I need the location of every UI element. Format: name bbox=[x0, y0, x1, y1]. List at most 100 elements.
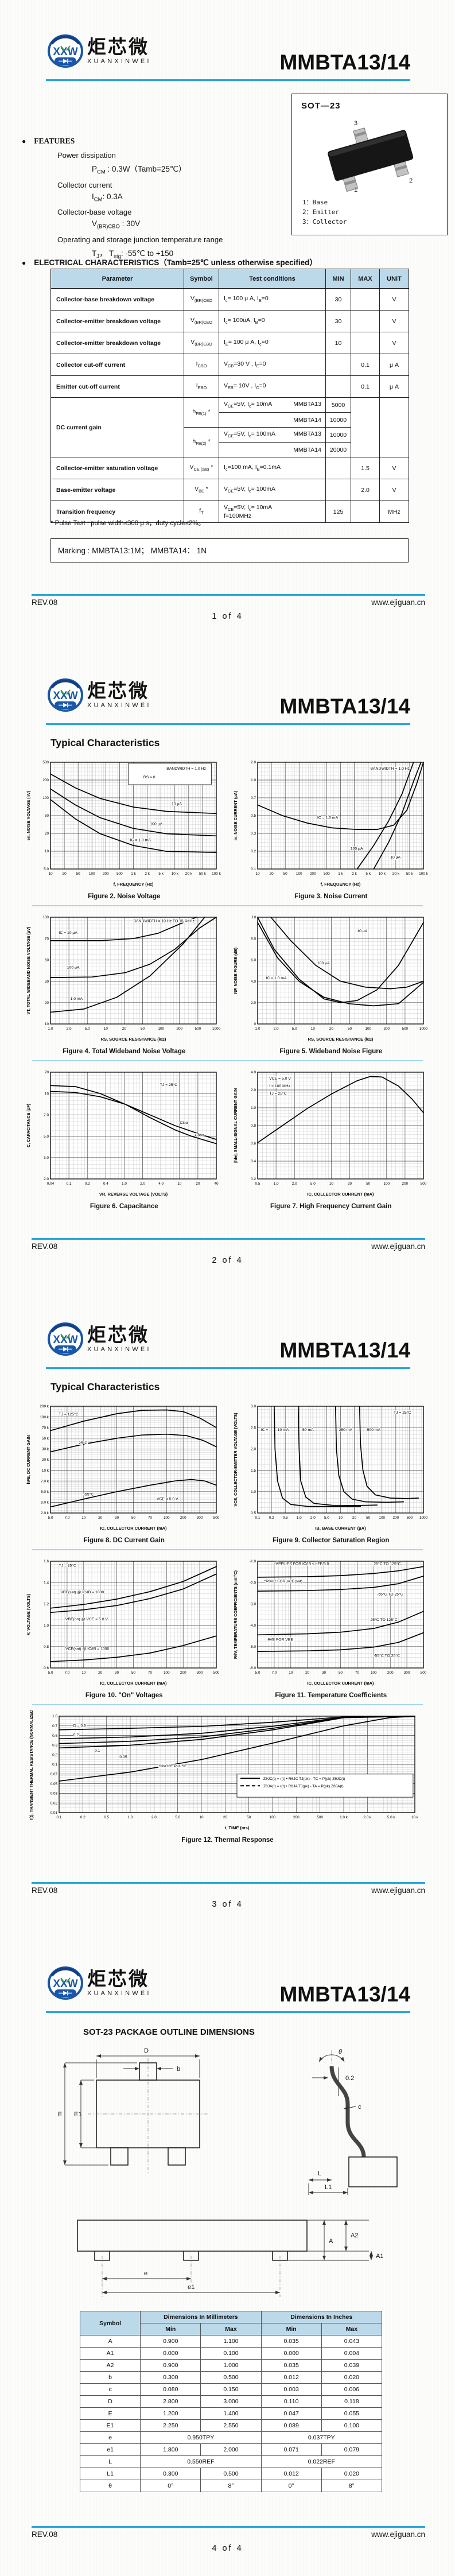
svg-text:IC, COLLECTOR CURRENT (mA): IC, COLLECTOR CURRENT (mA) bbox=[100, 1681, 168, 1686]
dims-header-row: Symbol Dimensions In Millimeters Dimensi… bbox=[79, 2311, 383, 2336]
brand-name-cn: 炬芯微 bbox=[87, 1324, 149, 1346]
spec-cell: fT bbox=[184, 501, 219, 523]
svg-text:0.2: 0.2 bbox=[251, 1177, 256, 1181]
spec-cell: V bbox=[379, 457, 409, 479]
svg-text:5.0: 5.0 bbox=[85, 1027, 90, 1031]
svg-text:20: 20 bbox=[348, 1182, 352, 1186]
dims-value: 2.000 bbox=[200, 2443, 262, 2456]
revision-label: REV.08 bbox=[32, 598, 58, 607]
dims-value: 8° bbox=[200, 2480, 262, 2492]
svg-text:in, NOISE CURRENT (pA): in, NOISE CURRENT (pA) bbox=[233, 790, 238, 840]
dims-symbol: e1 bbox=[79, 2443, 141, 2456]
svg-text:50: 50 bbox=[366, 1516, 371, 1520]
chart-row: 0.04 0.1 0.2 0.4 1.0 2.0 4.0 10 20 40 2.0 3.0 5.0 7.0… bbox=[21, 1066, 434, 1210]
svg-text:200: 200 bbox=[392, 1516, 399, 1520]
svg-text:-4.0: -4.0 bbox=[250, 1624, 256, 1628]
svg-text:70: 70 bbox=[45, 937, 49, 941]
svg-text:50: 50 bbox=[348, 1027, 352, 1031]
row-separator bbox=[32, 905, 423, 906]
spec-cell bbox=[351, 332, 380, 354]
spec-table-row: Collector cut-off current ICBO VCB=30 V , … bbox=[50, 354, 409, 376]
footer-rule bbox=[32, 2526, 425, 2528]
dims-symbol: E1 bbox=[79, 2419, 141, 2432]
svg-text:TJ = 25°C: TJ = 25°C bbox=[160, 1083, 178, 1087]
chart-row: 10 20 50 100 200 500 1 k 2 k 5 k 10 k 20 k 50 k 100 … bbox=[21, 756, 434, 900]
revision-label: REV.08 bbox=[32, 1242, 58, 1251]
svg-text:r(t), TRANSIENT THERMAL RESIST: r(t), TRANSIENT THERMAL RESISTANCE (NORM… bbox=[29, 1710, 34, 1820]
spec-cell: μ A bbox=[379, 354, 409, 376]
svg-text:XXW: XXW bbox=[53, 690, 77, 702]
feature-value: PCM : 0.3W（Tamb=25℃） bbox=[92, 165, 186, 176]
spec-cell: VCE=5V, Ic= 10mA MMBTA13 bbox=[219, 397, 326, 413]
dims-symbol: A bbox=[79, 2335, 141, 2348]
svg-text:3.0: 3.0 bbox=[251, 1405, 256, 1409]
svg-text:500: 500 bbox=[195, 1027, 201, 1031]
part-number: MMBTA13/14 bbox=[279, 51, 410, 74]
dim-label-L: L bbox=[318, 2170, 321, 2177]
spec-table-row: Base-emitter voltage VBE * VCE=5V, Ic= 100… bbox=[50, 479, 409, 501]
svg-text:20: 20 bbox=[122, 1027, 127, 1031]
svg-text:50 k: 50 k bbox=[42, 1437, 49, 1441]
svg-text:100 μA: 100 μA bbox=[351, 847, 363, 851]
svg-text:IC = 10 μA: IC = 10 μA bbox=[59, 931, 78, 935]
svg-text:f = 100 MHz: f = 100 MHz bbox=[269, 1084, 290, 1088]
dims-value: 0.003 bbox=[260, 2383, 322, 2396]
dims-value: 0.500 bbox=[200, 2468, 262, 2480]
typical-characteristics-title: Typical Characteristics bbox=[50, 1381, 160, 1392]
spec-cell: ICBO bbox=[184, 354, 219, 376]
svg-text:200: 200 bbox=[387, 1671, 394, 1675]
chart-canvas: 0.1 0.2 0.5 1.0 2.0 5.0 10 20 50 100 200 500 1.0 k 2.… bbox=[29, 1708, 419, 1830]
figure-8-dc-current-gain: 5.0 7.0 10 20 30 50 70 100 200 300 500 2.0 k 3.0 k 5.… bbox=[24, 1400, 224, 1544]
svg-text:ZθJC(t) = r(t) • RθJC TJ(pk: ZθJC(t) = r(t) • RθJC TJ(pk) - TC = P(pk… bbox=[263, 1777, 345, 1781]
svg-text:TJ = 25°C: TJ = 25°C bbox=[59, 1563, 77, 1568]
svg-text:300: 300 bbox=[404, 1671, 410, 1675]
svg-text:1.2: 1.2 bbox=[44, 1603, 49, 1607]
svg-text:100 μA: 100 μA bbox=[317, 961, 330, 965]
page-header: XXW 炬芯微 XUANXINWEI MMBTA13/14 bbox=[46, 676, 410, 721]
dims-symbol: A2 bbox=[79, 2359, 141, 2372]
svg-text:0.02: 0.02 bbox=[50, 1801, 57, 1805]
svg-text:20 k: 20 k bbox=[185, 872, 193, 876]
dims-value: 3.000 bbox=[200, 2395, 262, 2408]
figure-7-high-frequency-current-gain: 0.5 1.0 2.0 5.0 10 20 50 100 200 500 0.2 0.4 0.6 0.8 1… bbox=[231, 1066, 431, 1210]
dims-value: 0.500 bbox=[200, 2371, 262, 2384]
svg-text:10: 10 bbox=[252, 915, 256, 920]
svg-text:XXW: XXW bbox=[53, 1978, 77, 1990]
figure-caption: Figure 9. Collector Saturation Region bbox=[273, 1537, 390, 1544]
svg-text:2.0 k: 2.0 k bbox=[363, 1815, 372, 1820]
svg-text:0.03: 0.03 bbox=[50, 1792, 57, 1796]
brand-logo-icon: XXW bbox=[48, 1322, 83, 1356]
page-footer: REV.08 www.ejiguan.cn bbox=[32, 1886, 425, 1895]
svg-text:1000: 1000 bbox=[212, 1027, 221, 1031]
pin-1-label: 1：Base bbox=[302, 198, 328, 206]
svg-text:70: 70 bbox=[355, 1671, 360, 1675]
revision-label: REV.08 bbox=[32, 1886, 58, 1895]
col-parameter: Parameter bbox=[50, 269, 184, 289]
svg-text:0.5: 0.5 bbox=[282, 1516, 287, 1520]
svg-text:500: 500 bbox=[213, 1671, 220, 1675]
svg-text:0.1: 0.1 bbox=[56, 1815, 61, 1820]
svg-text:1.0: 1.0 bbox=[122, 1182, 127, 1186]
svg-text:500: 500 bbox=[213, 1516, 220, 1520]
part-number: MMBTA13/14 bbox=[279, 695, 410, 718]
footer-rule bbox=[32, 1238, 425, 1240]
spec-cell: MHz bbox=[379, 501, 409, 523]
spec-cell: 10000 bbox=[325, 427, 351, 443]
figure-caption: Figure 8. DC Current Gain bbox=[83, 1537, 165, 1544]
svg-text:5.0 k: 5.0 k bbox=[41, 1490, 49, 1494]
chart-row: 1.0 2.0 5.0 10 20 50 100 200 500 1000 10 20 30 50 70 10… bbox=[21, 911, 434, 1055]
svg-text:100: 100 bbox=[371, 1671, 377, 1675]
svg-text:0.3: 0.3 bbox=[52, 1744, 57, 1748]
page-header: XXW 炬芯微 XUANXINWEI MMBTA13/14 bbox=[46, 1320, 410, 1365]
svg-text:50: 50 bbox=[76, 872, 81, 876]
spec-cell: Collector-base breakdown voltage bbox=[50, 288, 184, 311]
page-footer: REV.08 www.ejiguan.cn bbox=[32, 1242, 425, 1251]
dim-label-A2: A2 bbox=[351, 2232, 358, 2239]
svg-text:10 k: 10 k bbox=[378, 872, 386, 876]
svg-text:hFE, DC CURRENT GAIN: hFE, DC CURRENT GAIN bbox=[26, 1435, 31, 1484]
svg-text:100: 100 bbox=[379, 1516, 385, 1520]
page-header: XXW 炬芯微 XUANXINWEI MMBTA13/14 bbox=[46, 1964, 410, 2009]
package-box: SOT—23 3 2 1 1：Base 2：Emitter bbox=[291, 94, 448, 235]
svg-text:2.0: 2.0 bbox=[292, 1182, 297, 1186]
